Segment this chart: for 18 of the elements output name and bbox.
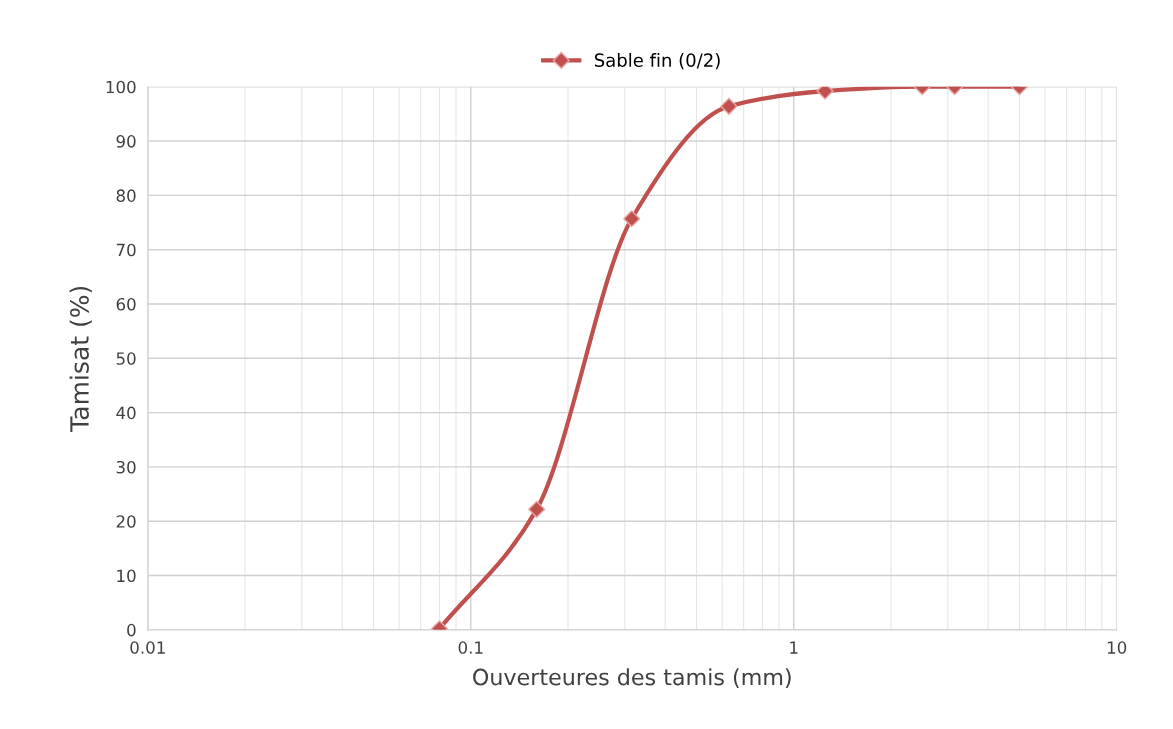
y-axis-title: Tamisat (%) [69,286,92,432]
y-tick-label: 90 [116,135,136,148]
y-tick-label: 20 [116,515,136,528]
y-tick-label: 30 [116,460,136,474]
x-tick-label: 1 [790,641,798,654]
y-tick-label: 50 [116,352,136,365]
x-tick-label: 10 [1107,641,1127,654]
y-tick-label: 80 [116,189,136,202]
y-tick-label: 10 [117,569,136,583]
x-tick-label: 0.1 [458,641,483,654]
y-tick-label: 70 [116,243,136,257]
legend-label: Sable fin (0/2) [594,53,720,70]
y-tick-label: 40 [116,406,136,420]
y-tick-label: 100 [106,80,136,94]
x-axis-title: Ouverteures des tamis (mm) [473,668,791,689]
y-tick-label: 60 [116,297,136,311]
x-tick-label: 0.01 [130,641,165,654]
y-tick-label: 0 [127,623,136,637]
